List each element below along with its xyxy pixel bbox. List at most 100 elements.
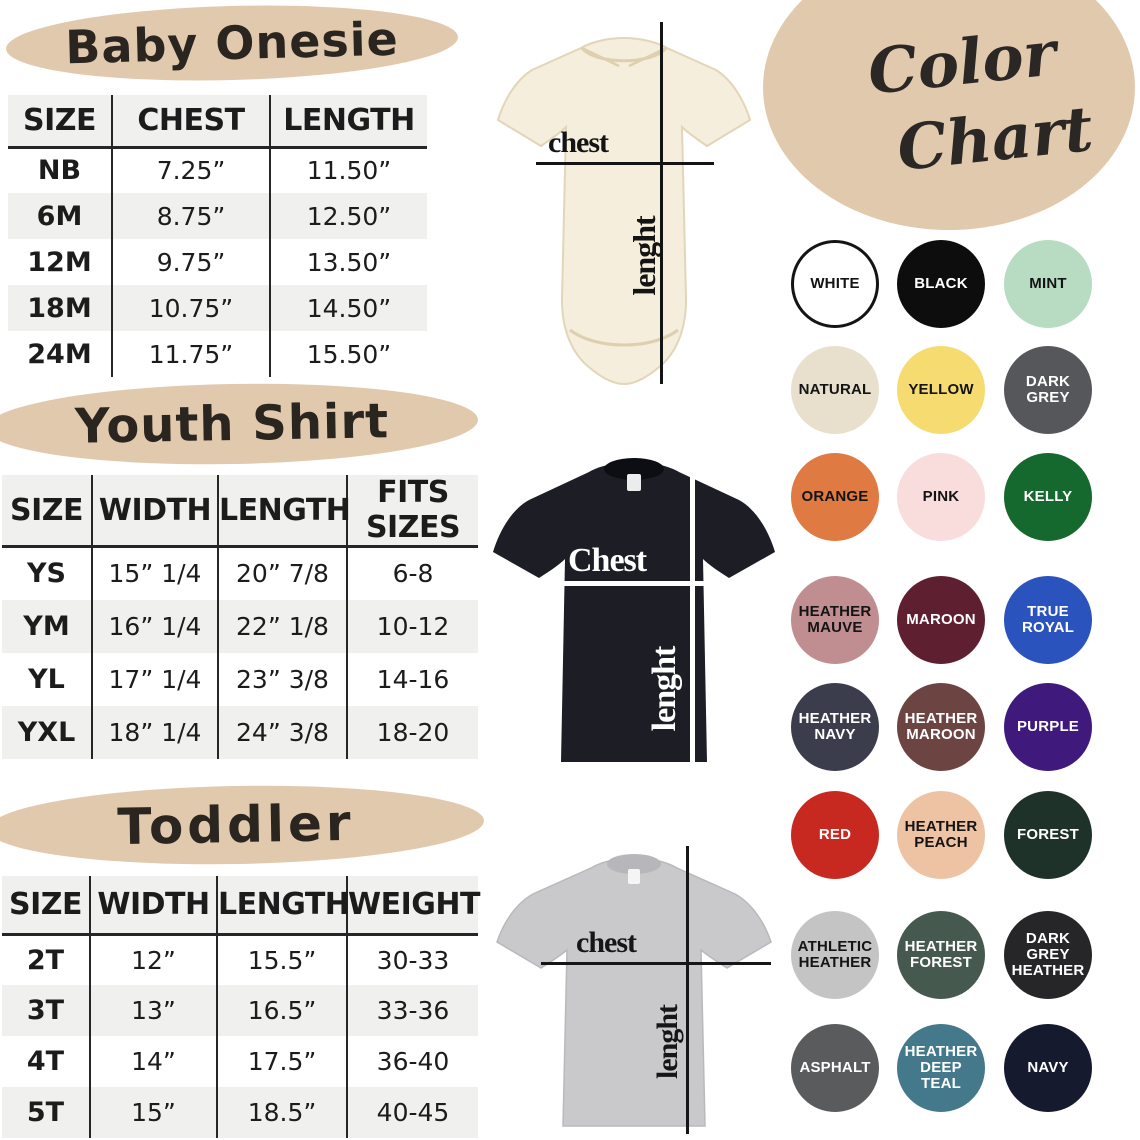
weight-cell: 36-40: [346, 1036, 478, 1087]
color-swatch-label: KELLY: [1023, 487, 1073, 505]
color-swatch-label: HEATHER MAUVE: [798, 602, 872, 636]
youth-chest-line: [538, 581, 740, 586]
color-swatch-label: HEATHER FOREST: [904, 937, 978, 971]
table-row: YM 16” 1/4 22” 1/8 10-12: [2, 599, 478, 653]
color-swatch-red: RED: [791, 791, 879, 879]
color-swatch-label: PINK: [922, 487, 960, 505]
table-row: YL 17” 1/4 23” 3/8 14-16: [2, 652, 478, 706]
width-cell: 15” 1/4: [91, 546, 218, 600]
color-swatch-label: ASPHALT: [799, 1058, 871, 1076]
color-swatch-maroon: MAROON: [897, 576, 985, 664]
youth-shirt-title-blob: Youth Shirt: [0, 379, 479, 469]
size-cell: YXL: [17, 716, 76, 748]
color-swatch-true-royal: TRUE ROYAL: [1004, 576, 1092, 664]
color-swatch-heather-mauve: HEATHER MAUVE: [791, 576, 879, 664]
baby-onesie-measurement-diagram: chest lenght: [478, 8, 770, 392]
size-cell: 3T: [26, 995, 65, 1026]
width-cell: 17” 1/4: [91, 652, 218, 706]
onesie-chest-line: [536, 162, 714, 165]
color-swatch-label: ATHLETIC HEATHER: [797, 937, 873, 971]
color-swatch-heather-deep-teal: HEATHER DEEP TEAL: [897, 1024, 985, 1112]
chest-cell: 10.75”: [111, 285, 270, 331]
youth-shirt-size-table: SIZE WIDTH LENGTH FITS SIZES YS 15” 1/4 …: [2, 475, 478, 759]
baby-table-header-row: SIZE CHEST LENGTH: [8, 95, 427, 149]
table-row: YS 15” 1/4 20” 7/8 6-8: [2, 546, 478, 600]
onesie-length-line: [660, 22, 663, 384]
toddler-length-line: [686, 846, 689, 1134]
toddler-col-width: WIDTH: [89, 876, 217, 936]
onesie-envelope-collar: [581, 46, 667, 68]
color-swatch-mint: MINT: [1004, 240, 1092, 328]
length-cell: 17.5”: [216, 1036, 347, 1087]
length-cell: 23” 3/8: [217, 652, 347, 706]
color-swatch-purple: PURPLE: [1004, 683, 1092, 771]
color-swatch-yellow: YELLOW: [897, 346, 985, 434]
length-cell: 14.50”: [269, 285, 427, 331]
length-cell: 22” 1/8: [217, 599, 347, 653]
youth-shirt-measurement-diagram: Chest lenght: [482, 444, 786, 774]
baby-onesie-illustration: [496, 36, 752, 386]
width-cell: 15”: [89, 1087, 217, 1138]
length-cell: 11.50”: [269, 147, 427, 193]
youth-shirt-title: Youth Shirt: [74, 393, 390, 455]
youth-tee-body: [493, 462, 775, 762]
weight-cell: 33-36: [346, 985, 478, 1036]
youth-shirt-illustration: [493, 458, 775, 762]
table-row: 24M 11.75” 15.50”: [8, 331, 427, 377]
color-swatch-heather-peach: HEATHER PEACH: [897, 791, 985, 879]
toddler-shirt-measurement-diagram: chest lenght: [484, 842, 784, 1138]
baby-onesie-size-table: SIZE CHEST LENGTH NB 7.25” 11.50” 6M 8.7…: [8, 95, 427, 377]
length-cell: 20” 7/8: [217, 546, 347, 600]
color-swatch-pink: PINK: [897, 453, 985, 541]
toddler-col-size: SIZE: [2, 876, 90, 936]
color-swatch-kelly: KELLY: [1004, 453, 1092, 541]
color-swatch-label: NATURAL: [798, 380, 872, 398]
color-swatch-navy: NAVY: [1004, 1024, 1092, 1112]
color-swatch-heather-maroon: HEATHER MAROON: [897, 683, 985, 771]
width-cell: 16” 1/4: [91, 599, 218, 653]
youth-col-size: SIZE: [2, 475, 92, 548]
color-swatch-label: TRUE ROYAL: [1021, 602, 1075, 636]
color-swatch-label: YELLOW: [908, 380, 974, 398]
youth-table-header-row: SIZE WIDTH LENGTH FITS SIZES: [2, 475, 478, 548]
color-swatch-label: ORANGE: [801, 487, 869, 505]
table-row: 3T 13” 16.5” 33-36: [2, 985, 478, 1036]
size-cell: YS: [27, 558, 66, 590]
youth-col-width: WIDTH: [91, 475, 218, 548]
size-cell: 12M: [27, 246, 92, 278]
size-cell: NB: [37, 155, 82, 187]
color-swatch-label: HEATHER NAVY: [798, 709, 872, 743]
color-swatch-label: DARK GREY HEATHER: [1011, 929, 1085, 980]
onesie-snap-flap-seam: [569, 328, 679, 347]
onesie-chest-label: chest: [548, 126, 609, 159]
fits-cell: 14-16: [346, 652, 478, 706]
width-cell: 14”: [89, 1036, 217, 1087]
color-swatch-white: WHITE: [791, 240, 879, 328]
chest-cell: 11.75”: [111, 331, 270, 377]
toddler-table-header-row: SIZE WIDTH LENGTH WEIGHT: [2, 876, 480, 936]
baby-col-size: SIZE: [8, 95, 112, 149]
youth-col-fits-sizes: FITS SIZES: [346, 475, 478, 548]
toddler-length-label: lenght: [651, 1005, 684, 1080]
color-swatch-heather-forest: HEATHER FOREST: [897, 911, 985, 999]
youth-tee-neck: [604, 458, 664, 480]
weight-cell: 40-45: [346, 1087, 478, 1138]
width-cell: 13”: [89, 985, 217, 1036]
color-swatch-label: PURPLE: [1016, 717, 1080, 735]
color-swatch-label: HEATHER DEEP TEAL: [904, 1042, 978, 1093]
toddler-title: Toddler: [116, 793, 356, 857]
toddler-title-blob: Toddler: [0, 781, 485, 869]
color-swatch-athletic-heather: ATHLETIC HEATHER: [791, 911, 879, 999]
fits-cell: 10-12: [346, 599, 478, 653]
table-row: 5T 15” 18.5” 40-45: [2, 1087, 478, 1138]
width-cell: 12”: [89, 934, 217, 985]
color-swatch-heather-navy: HEATHER NAVY: [791, 683, 879, 771]
toddler-col-length: LENGTH: [216, 876, 350, 936]
color-chart-title-blob: [763, 0, 1135, 230]
color-swatch-label: BLACK: [914, 274, 968, 292]
color-swatch-dark-grey-heather: DARK GREY HEATHER: [1004, 911, 1092, 999]
size-cell: YL: [28, 663, 65, 695]
table-row: YXL 18” 1/4 24” 3/8 18-20: [2, 705, 478, 759]
baby-col-chest: CHEST: [111, 95, 270, 149]
